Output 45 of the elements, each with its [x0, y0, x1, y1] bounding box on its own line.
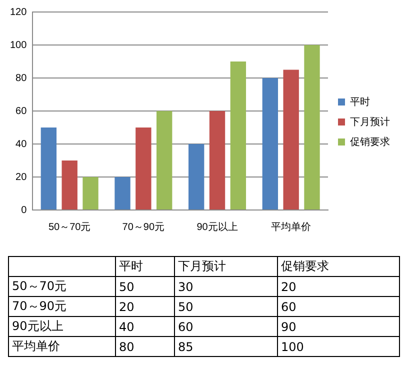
- y-tick-label: 平均单价: [8, 336, 116, 356]
- text: 30: [178, 280, 194, 294]
- text: 40: [119, 320, 134, 334]
- bar: [230, 62, 246, 210]
- text: 20: [119, 300, 134, 314]
- bar: [82, 177, 98, 210]
- x-tick-label: 促销要求: [278, 256, 400, 276]
- bar: [40, 128, 57, 210]
- x-tick-label: 平时: [116, 256, 174, 276]
- y-tick-label: 40: [16, 138, 28, 150]
- text: 100: [281, 340, 304, 354]
- bar: [114, 177, 130, 210]
- bar: [262, 78, 278, 210]
- text: 85: [178, 340, 194, 354]
- text: 60: [178, 320, 194, 334]
- bar: [188, 144, 204, 210]
- y-tick-label: 0: [21, 204, 28, 216]
- bar: [62, 160, 78, 210]
- y-tick-label: 20: [16, 172, 28, 183]
- bar: [136, 128, 152, 210]
- text: 80: [119, 340, 134, 354]
- y-tick-label: 120: [10, 6, 28, 18]
- legend-label: 下月预计: [350, 116, 390, 128]
- text: 50: [119, 280, 134, 294]
- bar: [156, 111, 172, 210]
- y-tick-label: 70～90元: [8, 296, 116, 316]
- x-tick-label: 90元以上: [196, 220, 238, 233]
- y-tick-label: 50～70元: [8, 276, 116, 296]
- x-tick-label: 70～90元: [122, 222, 165, 233]
- legend-label: 促销要求: [350, 136, 390, 148]
- x-tick-label: 平均单价: [271, 220, 312, 233]
- y-tick-label: 80: [16, 72, 28, 84]
- y-tick-label: 100: [10, 40, 28, 51]
- text: 20: [281, 280, 296, 294]
- y-tick-label: 90元以上: [8, 316, 116, 336]
- bar: [304, 45, 320, 210]
- bar: [283, 70, 299, 210]
- x-tick-label: 50～70元: [48, 222, 91, 233]
- text: 50: [178, 300, 194, 314]
- bar: [209, 111, 226, 210]
- text: 60: [281, 300, 296, 314]
- text: 90: [281, 320, 296, 334]
- y-tick-label: 60: [16, 106, 28, 117]
- legend-label: 平时: [350, 96, 370, 108]
- x-tick-label: 下月预计: [174, 256, 278, 276]
